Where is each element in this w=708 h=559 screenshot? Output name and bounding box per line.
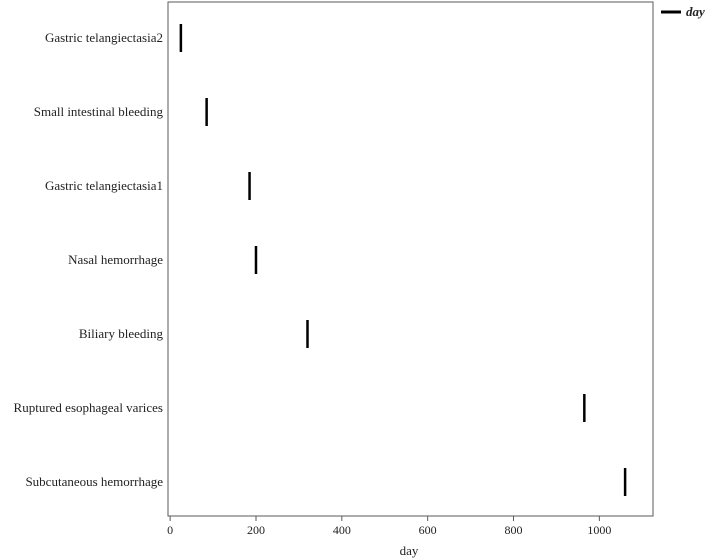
category-label: Biliary bleeding (79, 326, 164, 341)
legend: day (661, 4, 705, 19)
x-tick-label: 1000 (587, 523, 611, 537)
category-label: Gastric telangiectasia2 (45, 30, 163, 45)
category-label: Nasal hemorrhage (68, 252, 163, 267)
category-label: Gastric telangiectasia1 (45, 178, 163, 193)
legend-label-day: day (686, 4, 705, 19)
x-tick-label: 200 (247, 523, 265, 537)
category-label: Small intestinal bleeding (34, 104, 164, 119)
x-tick-label: 800 (505, 523, 523, 537)
plot-area (167, 1, 654, 517)
category-label: Subcutaneous hemorrhage (25, 474, 163, 489)
x-tick-label: 600 (419, 523, 437, 537)
x-axis-title: day (400, 543, 419, 558)
x-axis: 0 200 400 600 800 1000 (167, 516, 611, 537)
x-tick-label: 0 (167, 523, 173, 537)
category-label: Ruptured esophageal varices (14, 400, 163, 415)
y-axis-category-labels: Gastric telangiectasia2 Small intestinal … (14, 30, 164, 489)
x-tick-label: 400 (333, 523, 351, 537)
data-marks (179, 24, 627, 496)
